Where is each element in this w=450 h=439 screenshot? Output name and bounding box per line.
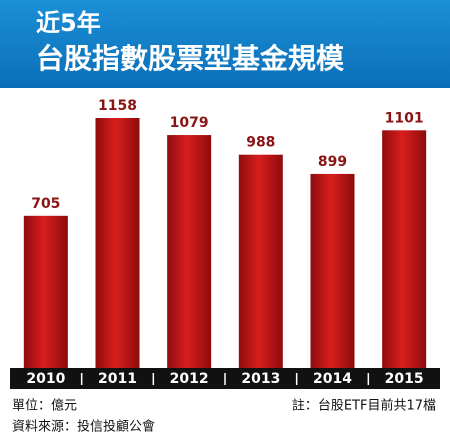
note: 單位：億元 — [12, 398, 77, 414]
bar — [238, 154, 283, 368]
value-label: 1101 — [385, 110, 424, 126]
bar — [95, 118, 140, 368]
value-label: 705 — [31, 196, 60, 212]
value-label: 899 — [318, 154, 347, 170]
bar — [23, 215, 68, 368]
x-tick-label: 2013 — [241, 371, 280, 387]
note: 註：台股ETF目前共17檔 — [292, 398, 436, 414]
x-tick-label: 2015 — [385, 371, 424, 387]
x-tick-label: 2010 — [26, 371, 65, 387]
bar — [167, 135, 212, 368]
note: 資料來源：投信投顧公會 — [12, 419, 155, 435]
header-band — [0, 0, 450, 88]
x-tick-label: 2011 — [98, 371, 137, 387]
bar — [310, 173, 355, 368]
chart-title: 近5年 — [36, 9, 101, 37]
x-tick-label: 2012 — [170, 371, 209, 387]
value-label: 1158 — [98, 98, 137, 114]
chart-subtitle: 台股指數股票型基金規模 — [36, 42, 345, 75]
value-label: 1079 — [170, 115, 209, 131]
x-tick-label: 2014 — [313, 371, 352, 387]
bar — [382, 130, 427, 368]
value-label: 988 — [246, 135, 275, 151]
